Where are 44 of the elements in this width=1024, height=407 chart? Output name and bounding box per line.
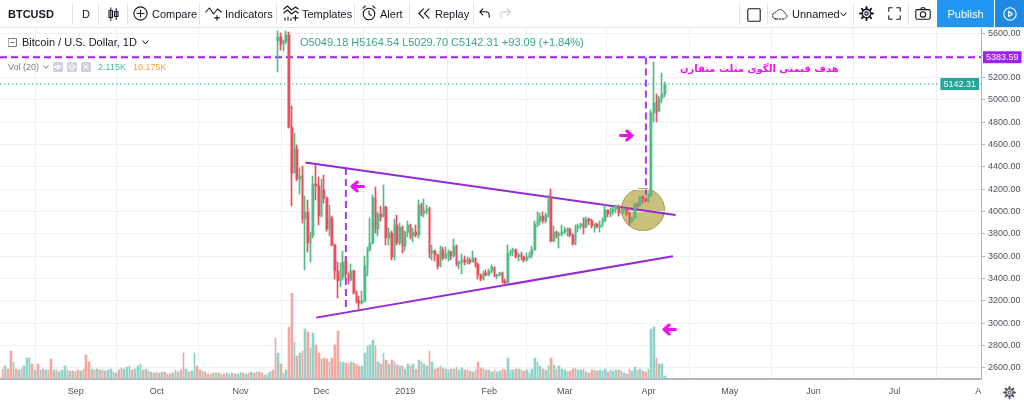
y-tick-label: 4200.00 [988,183,1021,194]
text: Compare [152,7,198,21]
y-tick-label: 5200.00 [988,72,1021,83]
text: Replay [435,7,470,21]
text: Templates [302,7,353,21]
y-tick-label: 5600.00 [988,27,1021,38]
x-tick-label: May [721,385,739,396]
text: D [82,7,90,21]
y-tick-label: 4400.00 [988,161,1021,172]
x-tick-label: Sep [67,385,84,396]
y-tick-label: 4000.00 [988,206,1021,217]
chart-title: Vol (20) [8,61,40,73]
y-tick-label: 4600.00 [988,139,1021,150]
text: Unnamed [792,7,840,21]
y-tick-label: 3200.00 [988,295,1021,306]
annotation: 10.175K [132,61,167,73]
text: Indicators [225,7,273,21]
text: Bitcoin / U.S. Dollar, 1D [22,35,137,49]
x-tick-label: 2019 [395,385,416,396]
ref-line-label: 5142.31 [943,79,977,90]
y-tick-label: 3000.00 [988,317,1021,328]
x-tick-label: Mar [557,385,573,396]
text: O5049.18 H5164.54 L5029.70 C5142.31 +93.09 (+1.84%) [300,35,584,49]
y-tick-label: 3400.00 [988,273,1021,284]
text: BTCUSD [8,7,54,21]
annotation: 2.115K [98,61,126,73]
x-tick-label: Jul [888,385,901,396]
x-tick-label: Nov [232,385,250,396]
y-tick-label: 4800.00 [988,116,1021,127]
text: Alert [380,7,403,21]
x-tick-label: Dec [313,385,331,396]
x-tick-label: A [975,385,982,396]
ref-line-label: 5383.59 [986,52,1019,63]
x-tick-label: Oct [149,385,165,396]
x-tick-label: Feb [481,385,497,396]
y-tick-label: 2800.00 [988,340,1021,350]
y-tick-label: 2600.00 [988,362,1021,373]
y-tick-label: 5000.00 [988,94,1021,105]
y-tick-label: 3800.00 [988,228,1021,239]
x-tick-label: Apr [641,385,656,396]
publish-button: Publish [937,0,994,27]
y-tick-label: 3600.00 [988,250,1021,261]
x-tick-label: Jun [806,385,821,396]
annotation: هدف قیمتی الگوی مثلث متقارن [680,62,839,76]
